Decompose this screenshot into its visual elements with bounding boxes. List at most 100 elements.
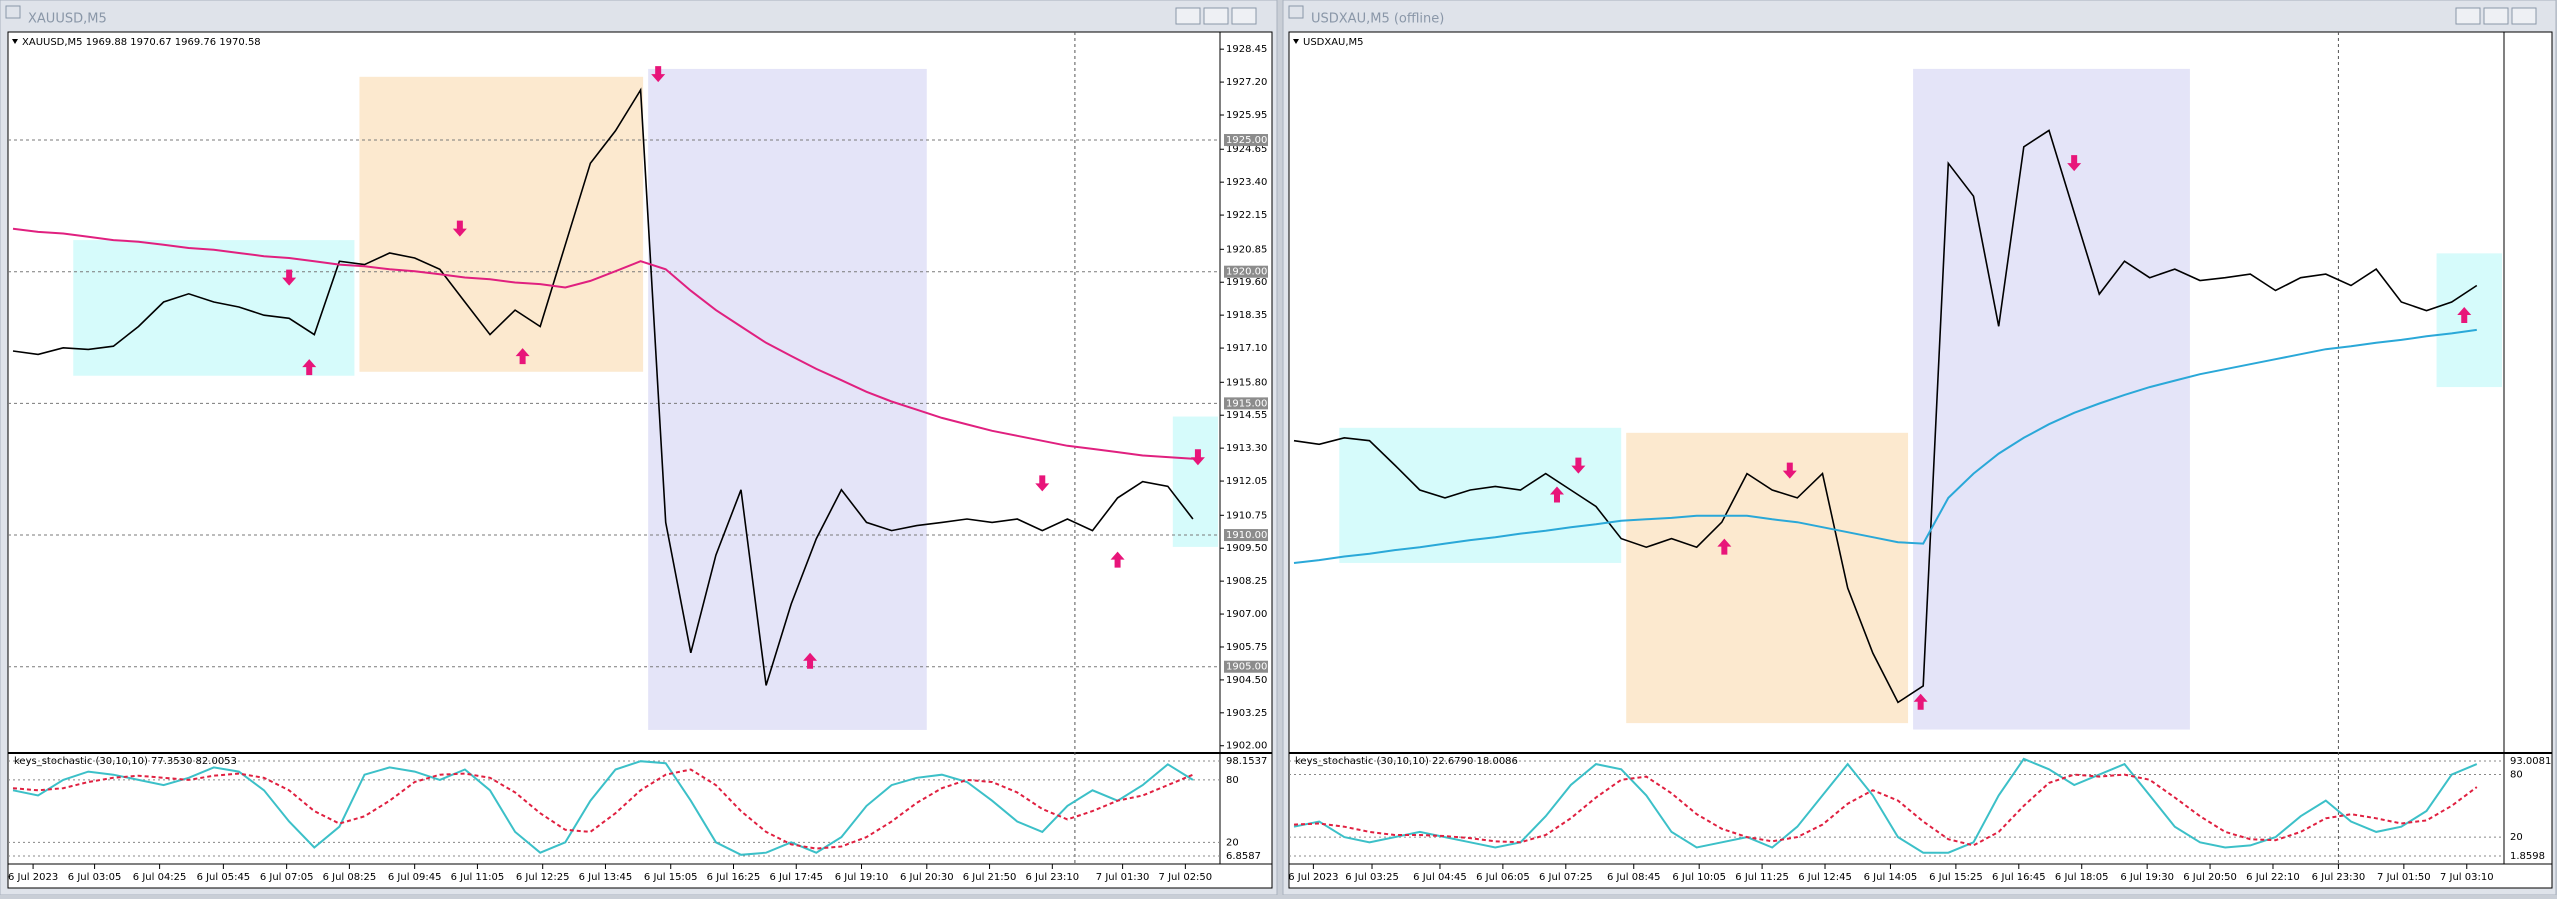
- signal-arrow: [1571, 457, 1586, 474]
- x-tick-label: 7 Jul 03:10: [2440, 872, 2494, 883]
- x-tick-label: 6 Jul 20:50: [2183, 872, 2237, 883]
- header-triangle: [1293, 39, 1299, 44]
- close-button[interactable]: [1231, 7, 1257, 25]
- x-tick-label: 6 Jul 03:25: [1345, 872, 1399, 883]
- zone: [648, 68, 927, 730]
- y-tick-label: 80: [2510, 770, 2523, 781]
- x-tick-label: 6 Jul 21:50: [963, 872, 1017, 883]
- x-tick-label: 6 Jul 07:25: [1539, 872, 1593, 883]
- x-tick-label: 6 Jul 14:05: [1864, 872, 1918, 883]
- signal-arrow: [1913, 693, 1928, 710]
- x-tick-label: 6 Jul 04:45: [1413, 872, 1467, 883]
- x-tick-label: 6 Jul 19:10: [835, 872, 889, 883]
- x-tick-label: 7 Jul 01:50: [2377, 872, 2431, 883]
- x-tick-label: 6 Jul 16:25: [707, 872, 761, 883]
- window-icon: [5, 5, 21, 19]
- x-tick-label: 6 Jul 08:25: [323, 872, 377, 883]
- x-tick-label: 7 Jul 02:50: [1159, 872, 1213, 883]
- signal-arrow: [1190, 449, 1205, 466]
- x-tick-label: 6 Jul 22:10: [2246, 872, 2300, 883]
- y-tick-label: 20: [2510, 832, 2523, 843]
- x-tick-label: 6 Jul 23:10: [1026, 872, 1080, 883]
- x-tick-label: 6 Jul 08:45: [1607, 872, 1661, 883]
- x-tick-label: 6 Jul 12:45: [1798, 872, 1852, 883]
- x-tick-label: 6 Jul 12:25: [516, 872, 570, 883]
- y-tick-label: 1917.10: [1226, 343, 1267, 354]
- x-tick-label: 6 Jul 23:30: [2312, 872, 2366, 883]
- y-tick-label: 1918.35: [1226, 310, 1267, 321]
- close-button[interactable]: [2511, 7, 2537, 25]
- x-tick-label: 7 Jul 01:30: [1096, 872, 1150, 883]
- indicator-header: keys_stochastic (30,10,10) 22.6790 18.00…: [1295, 756, 1518, 767]
- maximize-button[interactable]: [2483, 7, 2509, 25]
- level-label: 1925.00: [1226, 135, 1267, 146]
- minimize-button[interactable]: [2455, 7, 2481, 25]
- x-tick-label: 6 Jul 11:05: [451, 872, 505, 883]
- maximize-button[interactable]: [1203, 7, 1229, 25]
- x-tick-label: 6 Jul 04:25: [133, 872, 187, 883]
- signal-arrow: [2457, 306, 2472, 323]
- signal-arrow: [302, 359, 317, 376]
- x-tick-label: 6 Jul 10:05: [1672, 872, 1726, 883]
- x-tick-label: 6 Jul 18:05: [2055, 872, 2109, 883]
- x-tick-label: 6 Jul 03:05: [68, 872, 122, 883]
- y-tick-label: 20: [1226, 837, 1239, 848]
- x-tick-label: 6 Jul 16:45: [1992, 872, 2046, 883]
- level-label: 1910.00: [1226, 530, 1267, 541]
- y-tick-label: 1924.65: [1226, 144, 1267, 155]
- y-tick-label: 1909.50: [1226, 543, 1267, 554]
- chart-header: USDXAU,M5: [1303, 37, 1364, 48]
- level-label: 1915.00: [1226, 398, 1267, 409]
- y-tick-label: 80: [1226, 775, 1239, 786]
- level-tag: [1224, 397, 1268, 410]
- y-tick-label: 1912.05: [1226, 476, 1267, 487]
- y-tick-label: 1903.25: [1226, 708, 1267, 719]
- y-tick-label: 1919.60: [1226, 277, 1267, 288]
- series-line: [12, 760, 1194, 856]
- y-tick-label: 1928.45: [1226, 44, 1267, 55]
- x-tick-label: 6 Jul 13:45: [579, 872, 633, 883]
- zone: [2436, 253, 2502, 388]
- zone: [1913, 68, 2190, 730]
- x-tick-label: 6 Jul 2023: [1288, 872, 1338, 883]
- series-line: [1293, 757, 2478, 854]
- signal-arrow: [1782, 462, 1797, 479]
- x-tick-label: 6 Jul 2023: [8, 872, 58, 883]
- y-tick-label: 1922.15: [1226, 210, 1267, 221]
- series-line: [12, 87, 1194, 686]
- x-tick-label: 6 Jul 17:45: [769, 872, 823, 883]
- indicator-line: [12, 768, 1194, 850]
- indicator-line: [1293, 773, 2478, 847]
- level-label: 1905.00: [1226, 662, 1267, 673]
- zone: [359, 76, 644, 372]
- x-tick-label: 6 Jul 15:05: [644, 872, 698, 883]
- zone: [1339, 427, 1622, 563]
- y-tick-label: 1905.75: [1226, 642, 1267, 653]
- x-tick-label: 6 Jul 19:30: [2120, 872, 2174, 883]
- y-tick-label: 1902.00: [1226, 741, 1267, 752]
- level-label: 1920.00: [1226, 267, 1267, 278]
- y-tick-label: 1910.75: [1226, 510, 1267, 521]
- y-tick-label: 1914.55: [1226, 410, 1267, 421]
- y-tick-label: 98.1537: [1226, 756, 1267, 767]
- x-tick-label: 6 Jul 09:45: [388, 872, 442, 883]
- y-tick-label: 1923.40: [1226, 177, 1267, 188]
- zone: [1172, 416, 1218, 547]
- y-tick-label: 1915.80: [1226, 377, 1267, 388]
- y-tick-label: 1.8598: [2510, 851, 2545, 862]
- y-tick-label: 1920.85: [1226, 244, 1267, 255]
- y-tick-label: 1904.50: [1226, 675, 1267, 686]
- indicator-line: [1293, 328, 2477, 564]
- signal-arrow: [452, 220, 467, 237]
- x-tick-label: 6 Jul 15:25: [1929, 872, 1983, 883]
- minimize-button[interactable]: [1175, 7, 1201, 25]
- x-tick-label: 6 Jul 20:30: [900, 872, 954, 883]
- signal-arrow: [1549, 486, 1564, 503]
- window-title: XAUUSD,M5: [28, 12, 107, 27]
- signal-arrow: [2067, 155, 2082, 172]
- x-tick-label: 6 Jul 05:45: [197, 872, 251, 883]
- window-title: USDXAU,M5 (offline): [1311, 12, 1444, 27]
- zone: [73, 240, 355, 376]
